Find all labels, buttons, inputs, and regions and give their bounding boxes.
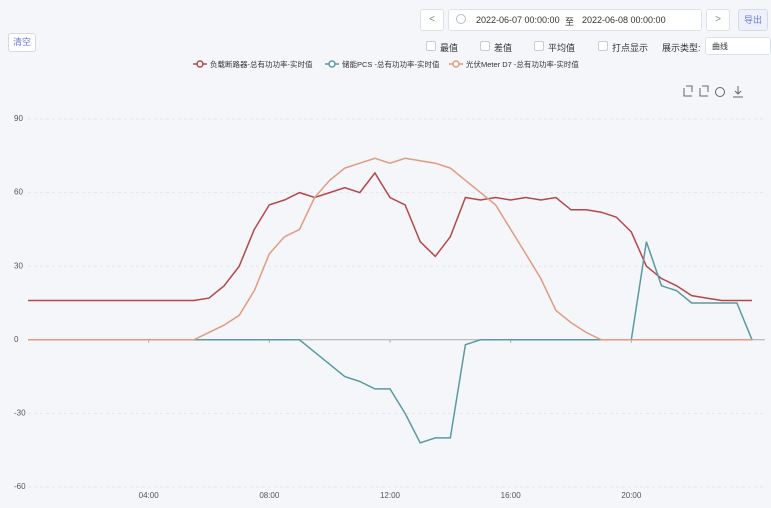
x-tick-label: 08:00 (259, 491, 280, 500)
option-label: 最值 (440, 43, 459, 53)
zoom-reset-icon[interactable] (699, 85, 709, 97)
x-tick-label: 20:00 (621, 491, 642, 500)
y-tick-label: 60 (14, 188, 23, 197)
next-button[interactable]: > (706, 9, 730, 31)
y-tick-label: 30 (14, 261, 23, 270)
prev-button[interactable]: < (420, 9, 444, 31)
download-icon[interactable] (733, 86, 743, 98)
series-line (28, 157, 752, 341)
legend-label[interactable]: 负载断路器-总有功功率-实时值 (210, 60, 313, 69)
x-tick-label: 04:00 (139, 491, 160, 500)
legend-label[interactable]: 储能PCS -总有功功率-实时值 (342, 60, 440, 69)
option-label: 打点显示 (612, 43, 649, 53)
y-tick-label: 0 (14, 335, 19, 344)
x-tick-label: 12:00 (380, 491, 401, 500)
option-checkbox[interactable] (534, 41, 544, 51)
clock-icon (456, 14, 466, 24)
zoom-icon[interactable] (683, 85, 693, 97)
chart-tools (683, 85, 743, 98)
y-tick-label: 90 (14, 114, 23, 123)
date-range[interactable]: 2022-06-07 00:00:00 至 2022-06-08 00:00:0… (448, 9, 702, 31)
legend-label[interactable]: 光伏Meter D7 -总有功功率-实时值 (466, 60, 579, 69)
option-checkbox[interactable] (426, 41, 436, 51)
legend-marker (452, 60, 460, 68)
range-separator: 至 (565, 17, 575, 27)
y-tick-label: -30 (14, 409, 26, 418)
option-checkbox[interactable] (598, 41, 608, 51)
display-value: 曲线 (712, 42, 728, 51)
display-type-label: 展示类型: (662, 43, 701, 53)
y-tick-label: -60 (14, 482, 26, 491)
end-date: 2022-06-08 00:00:00 (582, 15, 666, 25)
start-date: 2022-06-07 00:00:00 (476, 15, 560, 25)
option-label: 差值 (494, 43, 513, 53)
option-checkbox[interactable] (480, 41, 490, 51)
export-button[interactable]: 导出 (738, 9, 768, 31)
x-tick-label: 16:00 (501, 491, 522, 500)
legend-marker (328, 60, 336, 68)
option-label: 平均值 (548, 43, 576, 53)
clear-button[interactable]: 清空 (8, 33, 36, 52)
display-select[interactable]: 曲线 (705, 37, 771, 55)
restore-icon[interactable] (715, 87, 725, 97)
series-line (28, 171, 752, 302)
legend-marker (196, 60, 204, 68)
